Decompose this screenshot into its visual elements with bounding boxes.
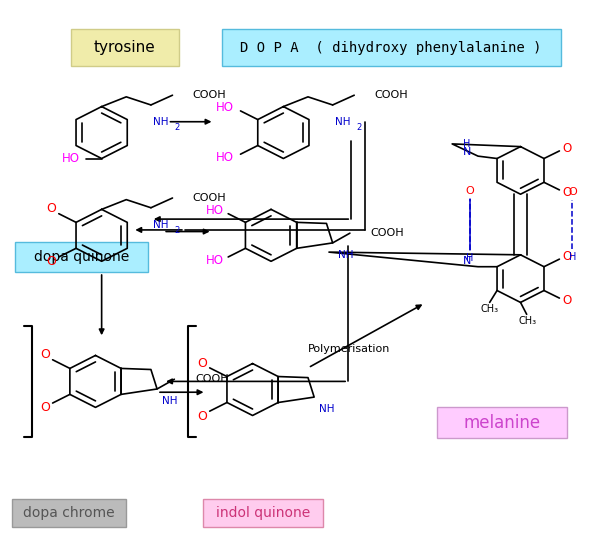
Text: dopa chrome: dopa chrome: [23, 506, 115, 520]
Text: H: H: [463, 139, 471, 149]
Text: HO: HO: [62, 152, 79, 165]
Text: H: H: [466, 253, 474, 263]
Text: HO: HO: [205, 254, 224, 267]
Text: 2: 2: [174, 226, 180, 235]
Text: N: N: [463, 147, 471, 157]
Text: O: O: [46, 255, 56, 268]
FancyBboxPatch shape: [222, 29, 561, 66]
Text: NH: NH: [338, 250, 353, 260]
Text: N: N: [463, 256, 471, 266]
Text: O: O: [40, 348, 50, 361]
Text: H: H: [569, 252, 576, 262]
Text: HO: HO: [216, 101, 234, 114]
Text: O: O: [197, 357, 207, 370]
Text: NH: NH: [153, 117, 169, 127]
Text: COOH: COOH: [192, 90, 226, 100]
FancyBboxPatch shape: [437, 407, 567, 438]
Text: NH: NH: [162, 396, 177, 406]
Text: tyrosine: tyrosine: [94, 40, 156, 55]
Text: HO: HO: [205, 204, 224, 217]
Text: NH: NH: [335, 117, 351, 127]
Text: O: O: [197, 410, 207, 423]
Text: melanine: melanine: [463, 413, 541, 432]
Text: O: O: [563, 142, 572, 155]
Text: CH₃: CH₃: [480, 304, 499, 314]
FancyBboxPatch shape: [12, 499, 126, 527]
Text: COOH: COOH: [192, 193, 226, 203]
Text: 2: 2: [356, 123, 362, 132]
Text: dopa quinone: dopa quinone: [34, 250, 129, 263]
Text: O: O: [563, 250, 572, 263]
FancyBboxPatch shape: [71, 29, 179, 66]
Text: NH: NH: [153, 220, 169, 230]
Text: O: O: [563, 294, 572, 307]
Text: CH₃: CH₃: [519, 316, 537, 326]
Text: COOH: COOH: [195, 374, 229, 384]
FancyBboxPatch shape: [15, 242, 148, 272]
Text: O: O: [466, 186, 474, 196]
Text: O: O: [563, 186, 572, 199]
Text: O: O: [40, 401, 50, 414]
Text: Polymerisation: Polymerisation: [308, 344, 391, 354]
Text: indol quinone: indol quinone: [216, 506, 310, 520]
Text: D O P A  ( dihydroxy phenylalanine ): D O P A ( dihydroxy phenylalanine ): [240, 41, 542, 55]
Text: O: O: [46, 202, 56, 215]
Text: COOH: COOH: [371, 228, 405, 238]
Text: O: O: [568, 187, 577, 197]
Text: COOH: COOH: [374, 90, 408, 100]
Text: NH: NH: [319, 404, 334, 414]
Text: 2: 2: [174, 123, 180, 132]
Text: HO: HO: [216, 151, 234, 164]
FancyBboxPatch shape: [203, 499, 323, 527]
